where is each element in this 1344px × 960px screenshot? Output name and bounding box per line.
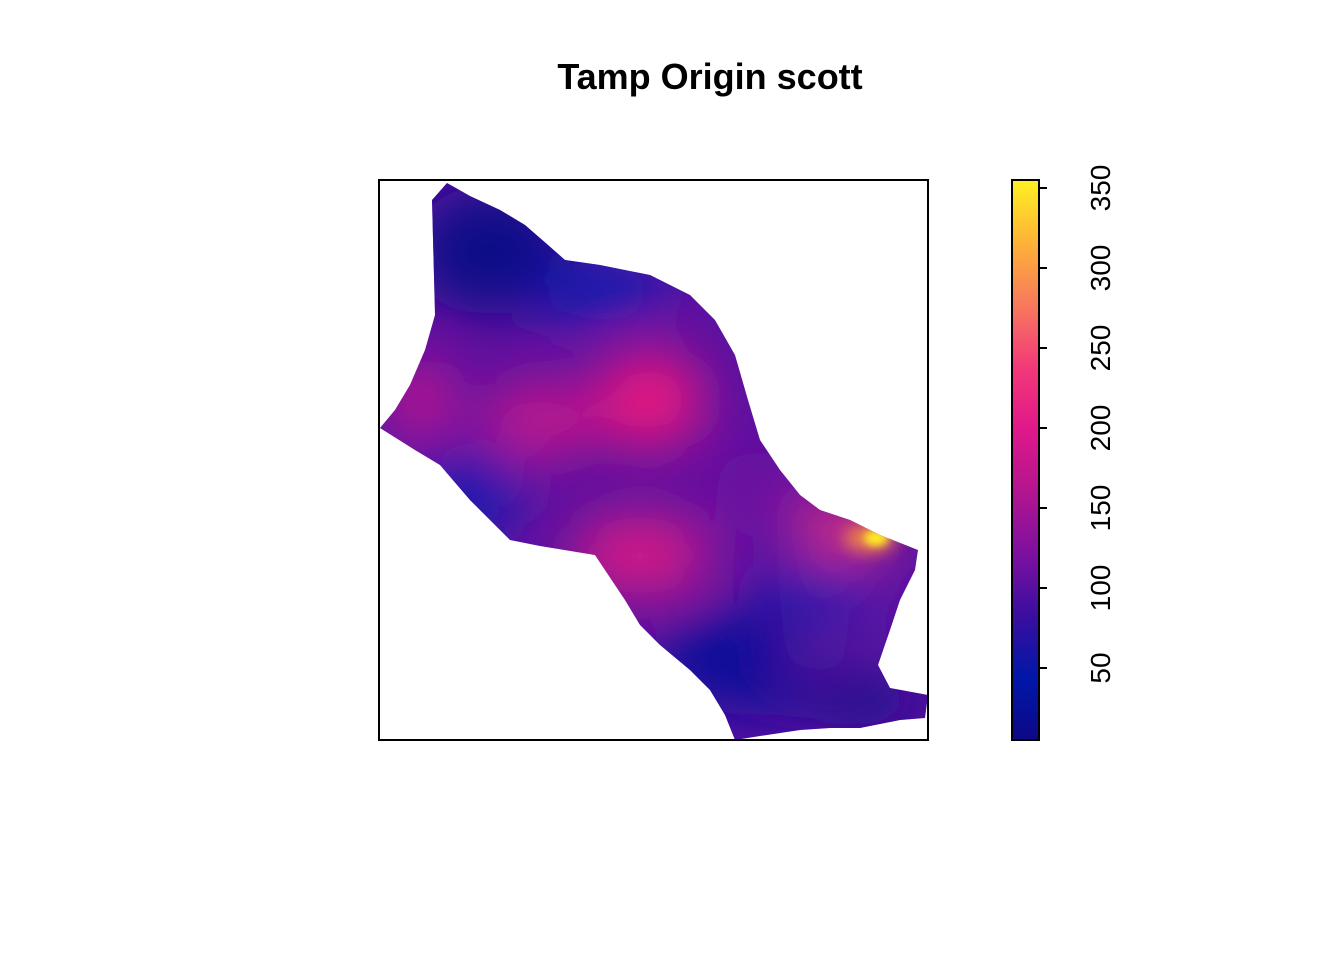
legend-tick-label-250: 250 bbox=[1085, 325, 1116, 372]
legend-tick-label-300: 300 bbox=[1085, 245, 1116, 292]
legend-tick-label-200: 200 bbox=[1085, 405, 1116, 452]
center-high bbox=[595, 350, 705, 450]
color-legend: 50 100 150 200 250 300 350 bbox=[1011, 165, 1116, 741]
legend-ticks: 50 100 150 200 250 300 350 bbox=[1039, 165, 1116, 684]
west-high bbox=[390, 360, 450, 440]
north-band bbox=[530, 260, 670, 320]
east-peak bbox=[864, 530, 888, 546]
west-low bbox=[415, 450, 525, 530]
legend-tick-label-50: 50 bbox=[1085, 652, 1116, 683]
east-band bbox=[765, 565, 875, 615]
south-center-high bbox=[570, 515, 710, 595]
west-center-high bbox=[480, 380, 600, 460]
east-high bbox=[795, 500, 895, 560]
plot-frame bbox=[378, 179, 929, 741]
legend-frame bbox=[1011, 179, 1040, 741]
chart-title: Tamp Origin scott bbox=[557, 56, 863, 97]
legend-colorbar bbox=[1012, 180, 1039, 740]
density-region bbox=[380, 183, 928, 740]
south-east-low bbox=[800, 675, 920, 725]
east-mid bbox=[715, 450, 805, 530]
legend-tick-label-100: 100 bbox=[1085, 565, 1116, 612]
legend-tick-label-150: 150 bbox=[1085, 485, 1116, 532]
south-island bbox=[780, 620, 870, 676]
legend-tick-label-350: 350 bbox=[1085, 165, 1116, 212]
